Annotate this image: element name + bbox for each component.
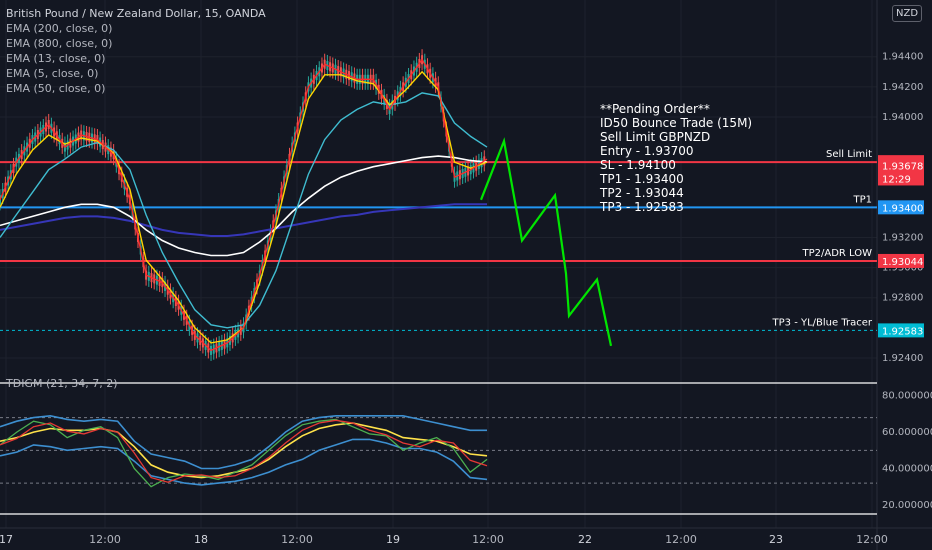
oscillator-trade-line xyxy=(0,419,488,483)
price-axis-tick-label: 1.92400 xyxy=(882,353,923,364)
note-line: **Pending Order** xyxy=(600,102,710,116)
legend-ema-800: EMA (800, close, 0) xyxy=(6,37,113,50)
ema-200-line xyxy=(0,155,488,257)
level-label: TP1 xyxy=(852,194,872,205)
price-axis-tick-label: 1.93200 xyxy=(882,232,923,243)
note-line: Sell Limit GBPNZD xyxy=(600,130,711,144)
oscillator-legend: TDIGM (21, 34, 7, 2) xyxy=(6,377,118,390)
price-axis-tick-label: 1.94400 xyxy=(882,52,923,63)
oscillator-axis-tick-label: 60.000000 xyxy=(882,427,932,438)
time-axis-tick-label: 12:00 xyxy=(856,533,888,546)
chart-legend: British Pound / New Zealand Dollar, 15, … xyxy=(6,6,266,96)
note-line: TP1 - 1.93400 xyxy=(600,172,684,186)
currency-badge[interactable]: NZD xyxy=(892,5,922,22)
oscillator-axis-tick-label: 40.000000 xyxy=(882,464,932,475)
time-axis-tick-label: 18 xyxy=(194,533,208,546)
level-price-tag xyxy=(878,200,924,215)
oscillator-axis-tick-label: 80.000000 xyxy=(882,391,932,402)
chart-title: British Pound / New Zealand Dollar, 15, … xyxy=(6,7,266,20)
trade-notes: **Pending Order** ID50 Bounce Trade (15M… xyxy=(600,102,752,214)
level-price-text: 1.93044 xyxy=(882,257,923,268)
note-line: ID50 Bounce Trade (15M) xyxy=(600,116,753,130)
time-axis-tick-label: 12:00 xyxy=(665,533,697,546)
ema-800-line xyxy=(0,203,487,237)
level-label: Sell Limit xyxy=(826,149,872,160)
price-axis-tick-label: 1.92800 xyxy=(882,293,923,304)
note-line: TP3 - 1.92583 xyxy=(600,200,684,214)
note-line: SL - 1.94100 xyxy=(600,158,676,172)
legend-ema-200: EMA (200, close, 0) xyxy=(6,22,113,35)
level-label: TP3 - YL/Blue Tracer xyxy=(772,317,873,328)
countdown-text: 12:29 xyxy=(882,174,911,185)
price-axis-tick-label: 1.94200 xyxy=(882,82,923,93)
oscillator-signal-line xyxy=(0,422,488,479)
current-price-tag xyxy=(878,158,924,186)
time-axis-tick-label: 23 xyxy=(769,533,783,546)
oscillator-upper-band xyxy=(0,414,487,470)
time-axis-tick-label: 12:00 xyxy=(89,533,121,546)
level-price-tag xyxy=(878,323,924,338)
note-line: Entry - 1.93700 xyxy=(600,144,694,158)
legend-ema-13: EMA (13, close, 0) xyxy=(6,52,106,65)
price-axis-tick-label: 1.93000 xyxy=(882,263,923,274)
oscillator-axis-tick-label: 20.000000 xyxy=(882,500,932,511)
time-axis-tick-label: 17 xyxy=(0,533,13,546)
ema-50-line xyxy=(0,92,488,329)
time-axis-tick-label: 19 xyxy=(386,533,400,546)
current-price-text: 1.93678 xyxy=(882,161,923,172)
ema-5-line xyxy=(0,58,488,352)
time-axis-tick-label: 12:00 xyxy=(281,533,313,546)
legend-ema-50: EMA (50, close, 0) xyxy=(6,82,106,95)
level-price-tag xyxy=(878,253,924,268)
level-price-text: 1.92583 xyxy=(882,326,923,337)
oscillator-price-line xyxy=(0,418,488,488)
note-line: TP2 - 1.93044 xyxy=(600,186,684,200)
time-axis-tick-label: 22 xyxy=(578,533,592,546)
level-label: TP2/ADR LOW xyxy=(801,248,872,259)
forecast-path xyxy=(479,137,613,347)
price-axis-tick-label: 1.94000 xyxy=(882,112,923,123)
time-axis-tick-label: 12:00 xyxy=(472,533,504,546)
legend-ema-5: EMA (5, close, 0) xyxy=(6,67,99,80)
level-price-text: 1.93400 xyxy=(882,203,923,214)
